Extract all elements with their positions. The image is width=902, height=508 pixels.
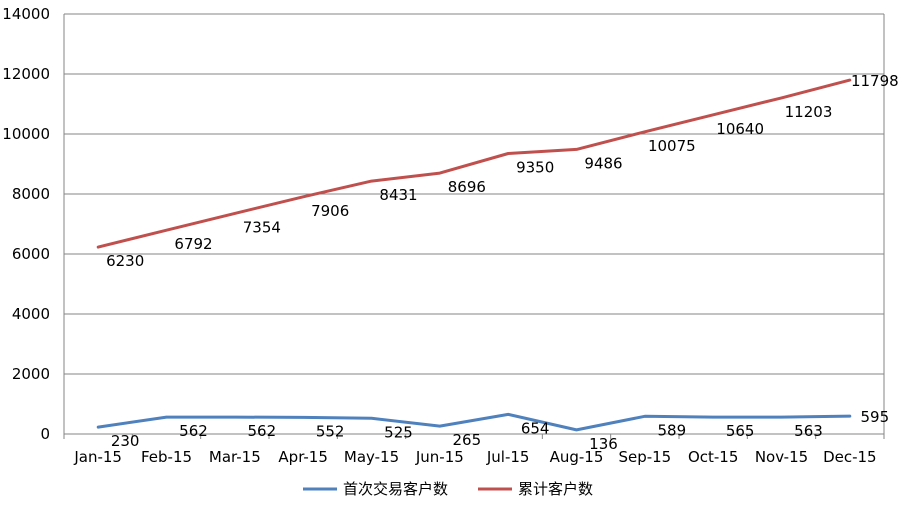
- series-line-1: [96, 78, 852, 249]
- y-tick-label: 2000: [12, 365, 50, 383]
- data-label: 10640: [716, 120, 764, 138]
- x-tick-label: Aug-15: [550, 448, 604, 466]
- x-tick-label: Dec-15: [823, 448, 877, 466]
- data-label: 11203: [785, 103, 833, 121]
- data-label: 136: [589, 435, 618, 453]
- data-label: 525: [384, 423, 413, 441]
- y-tick-label: 14000: [2, 5, 50, 23]
- data-label: 563: [794, 422, 823, 440]
- data-label: 7354: [243, 218, 281, 236]
- legend-label: 首次交易客户数: [343, 480, 448, 498]
- data-label: 6792: [174, 235, 212, 253]
- data-label: 654: [521, 419, 550, 437]
- data-label: 552: [316, 422, 345, 440]
- data-label: 562: [179, 422, 208, 440]
- x-tick-label: Sep-15: [618, 448, 671, 466]
- data-label: 6230: [106, 252, 144, 270]
- series-line-0: [96, 412, 852, 432]
- x-tick-label: May-15: [344, 448, 399, 466]
- data-label: 230: [111, 432, 140, 450]
- x-tick-label: Jan-15: [73, 448, 122, 466]
- y-tick-label: 8000: [12, 185, 50, 203]
- data-label: 10075: [648, 137, 696, 155]
- x-tick-label: Oct-15: [688, 448, 738, 466]
- x-tick-label: Mar-15: [209, 448, 261, 466]
- x-tick-label: Jun-15: [415, 448, 464, 466]
- y-tick-label: 0: [40, 425, 50, 443]
- data-label: 565: [726, 422, 755, 440]
- data-label: 595: [861, 408, 890, 426]
- x-tick-label: Jul-15: [486, 448, 530, 466]
- x-tick-label: Nov-15: [755, 448, 808, 466]
- data-label: 8696: [448, 178, 486, 196]
- series-lines: [96, 78, 852, 432]
- y-tick-label: 4000: [12, 305, 50, 323]
- data-label: 589: [658, 421, 687, 439]
- data-label: 9486: [584, 154, 622, 172]
- x-tick-label: Apr-15: [278, 448, 328, 466]
- data-label: 562: [248, 422, 277, 440]
- y-tick-label: 10000: [2, 125, 50, 143]
- grid-lines: [64, 13, 884, 375]
- data-label: 265: [453, 431, 482, 449]
- data-label: 8431: [379, 186, 417, 204]
- legend-label: 累计客户数: [518, 480, 593, 498]
- data-labels: 230 562 562 552 525 265 654 136 589 565 563 595 6230…: [106, 72, 899, 453]
- axes: 0 2000 4000 6000 8000 10000 12000 14000 Jan-15 Fe…: [2, 5, 885, 466]
- y-tick-label: 6000: [12, 245, 50, 263]
- data-label: 7906: [311, 202, 349, 220]
- data-label: 11798: [851, 72, 899, 90]
- y-tick-label: 12000: [2, 65, 50, 83]
- legend: 首次交易客户数 累计客户数: [303, 480, 593, 498]
- x-tick-label: Feb-15: [141, 448, 192, 466]
- data-label: 9350: [516, 159, 554, 177]
